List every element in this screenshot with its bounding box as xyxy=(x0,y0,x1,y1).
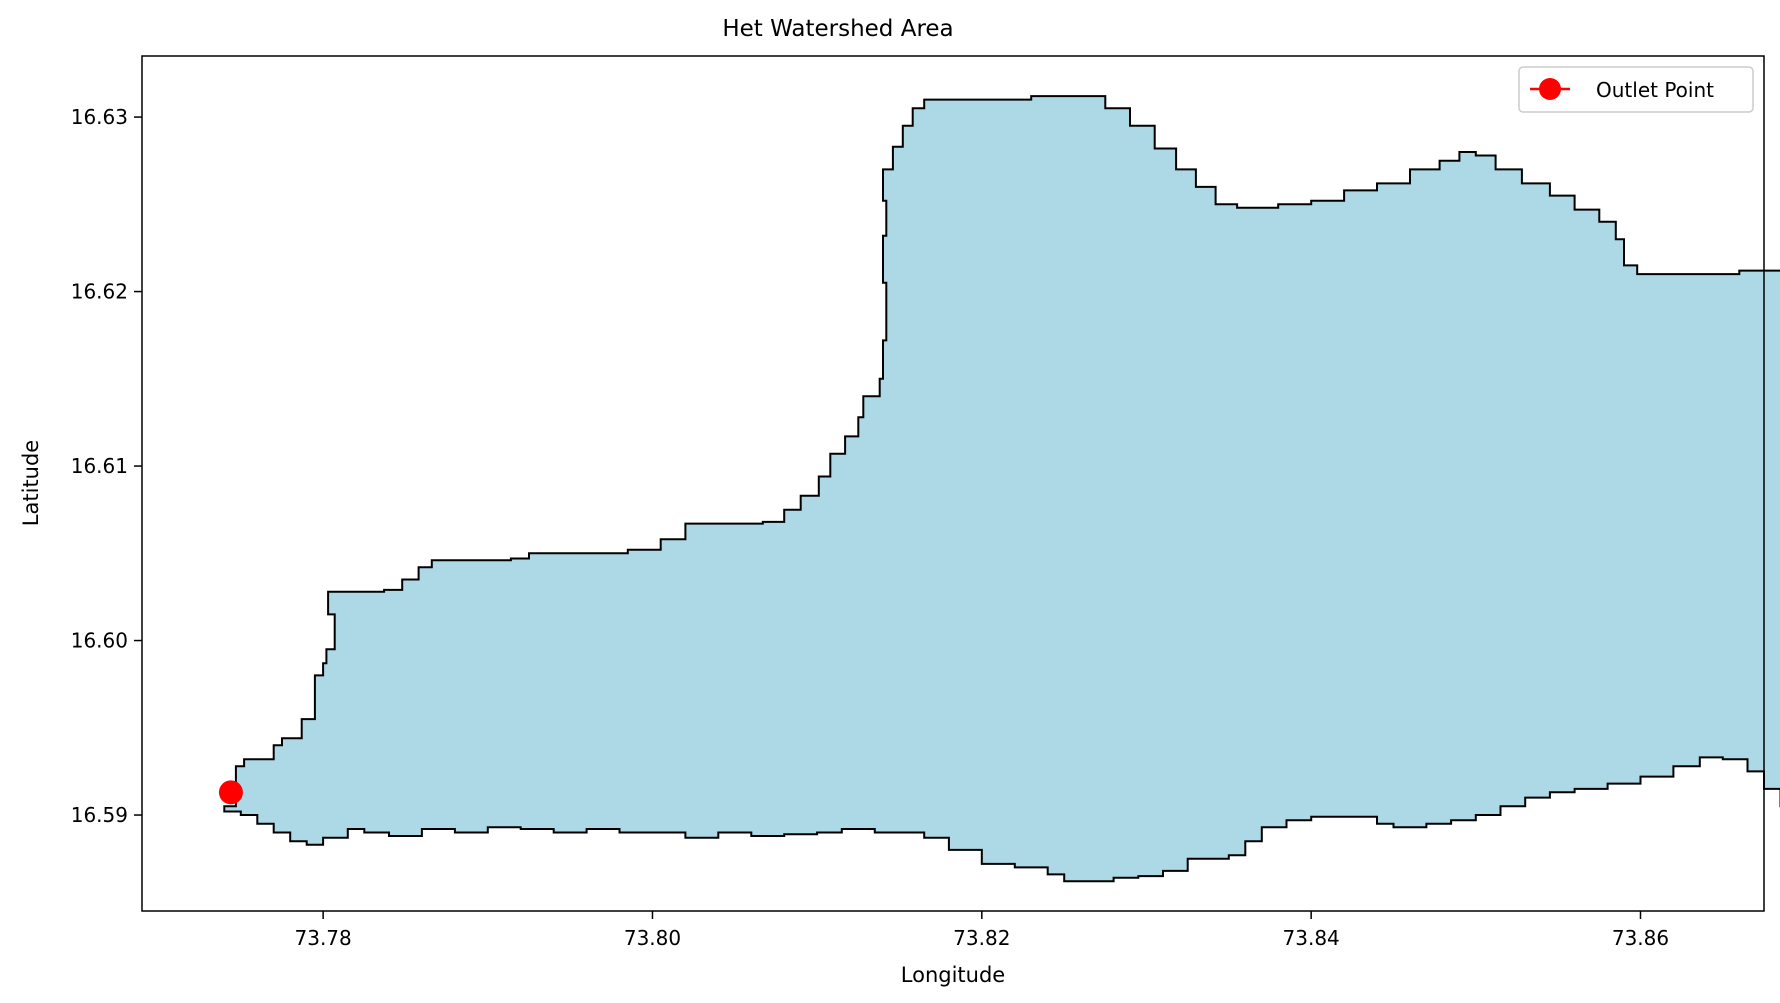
plot-area xyxy=(141,55,1780,912)
x-tick-label: 73.80 xyxy=(624,926,681,950)
outlet-point-marker xyxy=(218,780,243,805)
y-axis-ticks: 16.59 16.60 16.61 16.62 16.63 xyxy=(71,105,142,827)
legend-box xyxy=(1518,66,1754,113)
legend: Outlet Point xyxy=(1518,66,1754,113)
y-axis-label: Latitude xyxy=(19,440,43,526)
outlet-layer xyxy=(218,780,243,805)
x-tick-label: 73.86 xyxy=(1612,926,1669,950)
x-axis-label: Longitude xyxy=(901,963,1005,987)
y-tick-label: 16.61 xyxy=(71,454,128,478)
watershed-polygon xyxy=(223,95,1780,883)
x-tick-label: 73.82 xyxy=(953,926,1010,950)
y-tick-label: 16.62 xyxy=(71,280,128,304)
legend-label-outlet-point: Outlet Point xyxy=(1596,78,1714,102)
x-tick-label: 73.78 xyxy=(295,926,352,950)
legend-marker xyxy=(1539,78,1561,100)
y-tick-label: 16.59 xyxy=(71,803,128,827)
chart-title: Het Watershed Area xyxy=(722,16,953,42)
y-tick-label: 16.60 xyxy=(71,629,128,653)
y-tick-label: 16.63 xyxy=(71,105,128,129)
x-axis-ticks: 73.78 73.80 73.82 73.84 73.86 xyxy=(295,911,1669,950)
x-tick-label: 73.84 xyxy=(1283,926,1340,950)
axes-frame xyxy=(141,55,1765,912)
